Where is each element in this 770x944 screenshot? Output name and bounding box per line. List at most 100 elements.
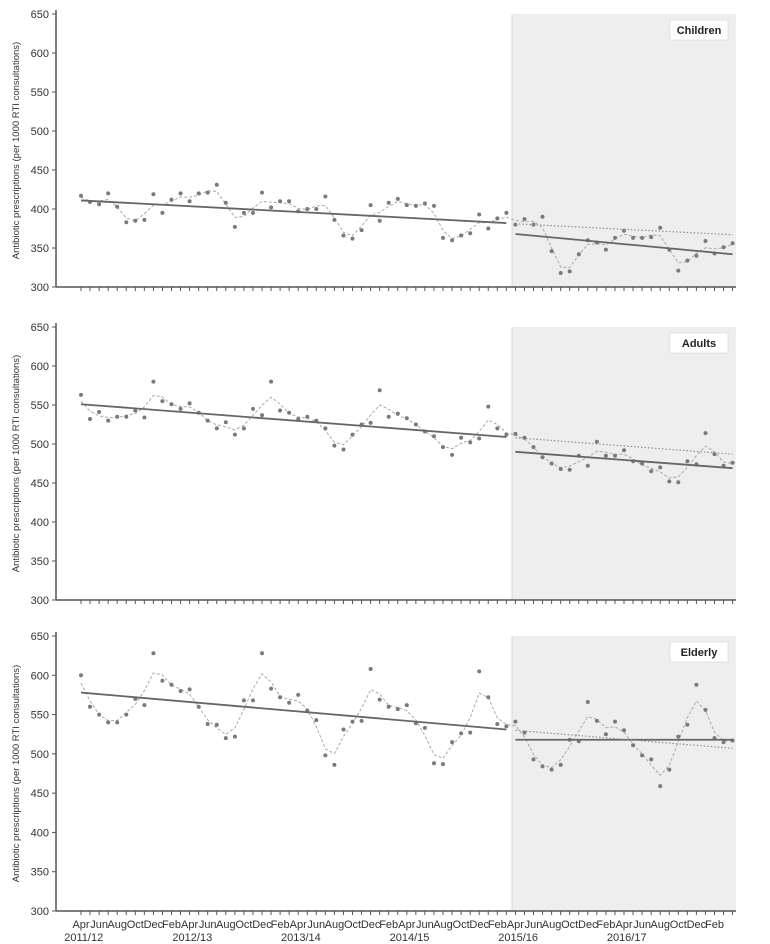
- data-point: [613, 719, 617, 724]
- data-point: [404, 416, 409, 421]
- y-tick-label: 550: [31, 87, 49, 99]
- data-point: [603, 247, 608, 252]
- x-tick-label-year: 2013/14: [281, 932, 321, 944]
- data-point: [241, 426, 246, 431]
- data-point: [413, 422, 418, 427]
- data-point: [441, 445, 445, 450]
- data-point: [703, 239, 708, 243]
- data-point: [721, 245, 726, 250]
- trend-line-pre: [80, 403, 507, 438]
- data-point: [305, 207, 310, 211]
- data-point: [241, 698, 246, 703]
- data-point: [594, 718, 599, 723]
- data-point: [649, 469, 654, 474]
- data-point: [386, 200, 391, 205]
- data-point: [631, 235, 636, 240]
- data-point: [106, 720, 111, 725]
- data-point: [160, 678, 165, 683]
- data-point: [287, 700, 292, 705]
- y-tick-label: 550: [31, 400, 49, 412]
- x-tick-label-month: Aug: [650, 919, 670, 931]
- x-tick-label-month: Feb: [162, 919, 181, 931]
- data-point: [368, 667, 373, 671]
- y-tick-label: 400: [31, 517, 49, 529]
- data-point: [341, 233, 346, 238]
- data-point: [178, 406, 183, 411]
- panel-label: Elderly: [681, 647, 719, 659]
- x-tick-label-month: Oct: [561, 919, 578, 931]
- data-point: [278, 408, 283, 413]
- y-tick-label: 300: [31, 595, 49, 607]
- data-point: [432, 434, 436, 439]
- data-point: [251, 406, 255, 411]
- counterfactual-trend-line: [515, 437, 733, 455]
- data-point: [386, 414, 391, 419]
- data-point: [341, 727, 346, 732]
- panel-elderly: 300 350 400 450 500 550 600 650 Antibiotic presc…: [11, 631, 736, 918]
- data-point: [332, 443, 337, 448]
- data-point: [205, 418, 210, 423]
- data-point: [232, 432, 237, 437]
- x-tick-label-month: Feb: [271, 919, 290, 931]
- y-axis-label: Antibiotic prescriptions (per 1000 RTI c…: [11, 355, 22, 572]
- data-point: [332, 217, 337, 222]
- panel-adults: 300 350 400 450 500 550 600 650 Antibiotic presc…: [11, 322, 736, 607]
- data-point: [160, 210, 165, 215]
- data-point: [151, 651, 156, 656]
- data-point: [142, 217, 147, 222]
- y-tick-label: 500: [31, 749, 49, 761]
- panel-children: 300 350 400 450 500 550 600 650 Antibiotic presc…: [11, 9, 736, 294]
- data-point: [97, 410, 102, 414]
- y-tick-label: 350: [31, 243, 49, 255]
- data-point: [178, 689, 183, 693]
- data-point: [640, 461, 645, 466]
- data-point: [142, 703, 147, 708]
- data-point: [522, 217, 527, 222]
- data-point: [124, 220, 129, 225]
- data-point: [694, 253, 699, 258]
- data-point: [432, 203, 436, 208]
- trend-line-post: [515, 450, 733, 470]
- data-point: [694, 682, 699, 687]
- x-tick-label-month: Apr: [615, 919, 632, 931]
- panel-label: Adults: [682, 338, 716, 350]
- data-point: [450, 238, 455, 243]
- data-point: [79, 193, 83, 198]
- data-point: [133, 218, 138, 223]
- data-point: [640, 235, 645, 240]
- panel-label-box: [669, 641, 729, 663]
- data-point: [115, 414, 120, 419]
- data-point: [395, 196, 400, 201]
- x-tick-label-month: Apr: [398, 919, 415, 931]
- y-axis-label: Antibiotic prescriptions (per 1000 RTI c…: [11, 665, 22, 882]
- data-point: [676, 734, 681, 739]
- x-tick-label-month: Aug: [433, 919, 453, 931]
- x-tick-label-month: Dec: [687, 919, 707, 931]
- data-point: [567, 467, 572, 472]
- data-point: [260, 651, 264, 656]
- data-point: [441, 235, 445, 240]
- data-point: [88, 704, 92, 709]
- data-point: [232, 734, 237, 739]
- data-point: [540, 455, 545, 460]
- data-point: [730, 241, 735, 246]
- x-tick-label-month: Jun: [525, 919, 543, 931]
- counterfactual-trend-line: [515, 223, 733, 236]
- data-point: [269, 379, 274, 384]
- x-tick-label-month: Dec: [469, 919, 489, 931]
- data-point: [196, 191, 201, 196]
- x-tick-label-month: Jun: [199, 919, 217, 931]
- data-point: [404, 203, 409, 208]
- trend-line-post: [515, 233, 733, 256]
- data-point: [658, 784, 663, 789]
- data-point: [323, 753, 328, 758]
- x-tick-label-month: Dec: [361, 919, 381, 931]
- data-point: [504, 210, 509, 215]
- data-point: [377, 388, 382, 393]
- data-point: [196, 704, 201, 709]
- data-point: [287, 199, 292, 204]
- counterfactual-trend-line: [515, 729, 733, 749]
- data-point: [594, 439, 599, 444]
- data-point: [495, 426, 500, 431]
- data-point: [486, 226, 491, 231]
